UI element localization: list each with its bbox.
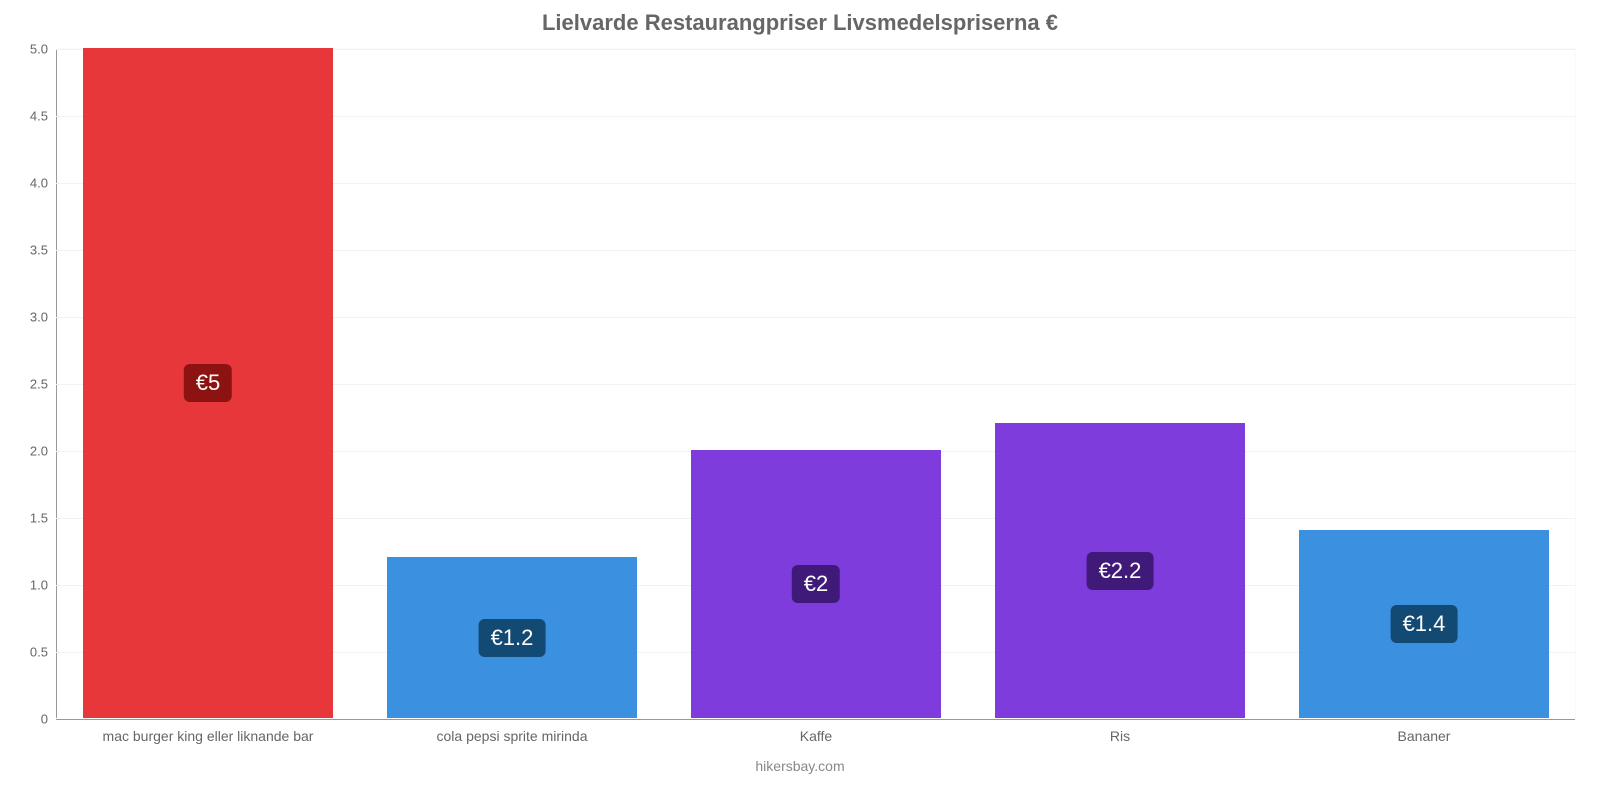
value-badge: €1.4 bbox=[1391, 605, 1458, 643]
y-tick-label: 3.0 bbox=[30, 310, 56, 325]
plot-area: 00.51.01.52.02.53.03.54.04.55.0€5mac bur… bbox=[56, 48, 1576, 718]
bar: €2 bbox=[691, 450, 940, 718]
x-tick-label: mac burger king eller liknande bar bbox=[103, 718, 314, 744]
y-tick-label: 1.0 bbox=[30, 578, 56, 593]
y-tick-label: 0.5 bbox=[30, 645, 56, 660]
chart-footer: hikersbay.com bbox=[0, 758, 1600, 774]
x-tick-label: Kaffe bbox=[800, 718, 832, 744]
y-tick-label: 2.5 bbox=[30, 377, 56, 392]
y-tick-label: 2.0 bbox=[30, 444, 56, 459]
value-badge: €2 bbox=[792, 565, 840, 603]
y-tick-label: 3.5 bbox=[30, 243, 56, 258]
y-tick-label: 4.5 bbox=[30, 109, 56, 124]
y-tick-label: 0 bbox=[41, 712, 56, 727]
value-badge: €1.2 bbox=[479, 619, 546, 657]
x-tick-label: cola pepsi sprite mirinda bbox=[437, 718, 588, 744]
bar: €1.2 bbox=[387, 557, 636, 718]
y-tick-label: 4.0 bbox=[30, 176, 56, 191]
bar: €5 bbox=[83, 48, 332, 718]
price-bar-chart: Lielvarde Restaurangpriser Livsmedelspri… bbox=[0, 0, 1600, 800]
value-badge: €2.2 bbox=[1087, 552, 1154, 590]
chart-title: Lielvarde Restaurangpriser Livsmedelspri… bbox=[0, 10, 1600, 36]
y-tick-label: 1.5 bbox=[30, 511, 56, 526]
x-tick-label: Ris bbox=[1110, 718, 1130, 744]
y-tick-label: 5.0 bbox=[30, 42, 56, 57]
bar: €1.4 bbox=[1299, 530, 1548, 718]
value-badge: €5 bbox=[184, 364, 232, 402]
x-tick-label: Bananer bbox=[1398, 718, 1451, 744]
bar: €2.2 bbox=[995, 423, 1244, 718]
